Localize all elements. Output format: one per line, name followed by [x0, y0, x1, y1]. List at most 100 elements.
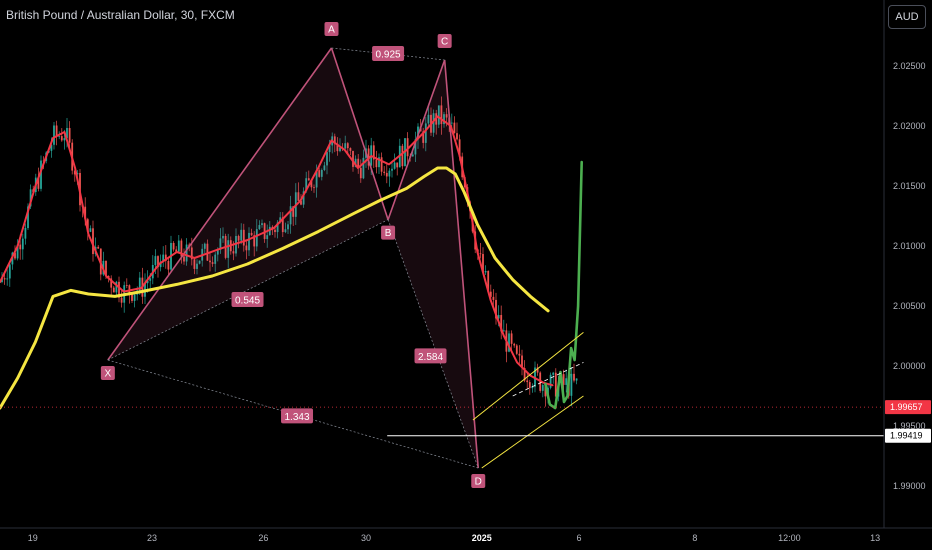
- candle: [531, 383, 534, 393]
- chart-title: British Pound / Australian Dollar, 30, F…: [6, 8, 235, 22]
- candle: [261, 219, 263, 228]
- x-tick-label: 19: [28, 533, 38, 543]
- overlay-layer: X A B C D 0.545 0.925 2.584 1.343: [0, 22, 884, 488]
- svg-text:C: C: [441, 37, 448, 48]
- pattern-leg-xa: [107, 47, 333, 361]
- candle: [289, 195, 292, 234]
- candle: [253, 231, 256, 257]
- candle: [123, 281, 126, 313]
- candle: [68, 121, 71, 149]
- candle: [120, 289, 123, 308]
- candle: [432, 109, 435, 137]
- candle: [383, 166, 386, 176]
- candle: [302, 187, 305, 208]
- pattern-ratio-line-bd: [387, 219, 479, 469]
- candle: [24, 223, 27, 245]
- svg-text:1.99657: 1.99657: [890, 402, 923, 412]
- candle: [144, 273, 146, 305]
- candle: [281, 212, 284, 238]
- svg-text:B: B: [385, 228, 392, 239]
- y-tick-label: 2.00500: [893, 301, 926, 311]
- x-tick-label: 13: [870, 533, 880, 543]
- channel-lower-line: [481, 395, 584, 469]
- candle: [313, 184, 315, 193]
- candle: [372, 141, 375, 169]
- candle: [549, 372, 552, 390]
- candle: [380, 152, 383, 176]
- candle: [8, 261, 11, 287]
- candle: [456, 122, 458, 141]
- candle: [151, 255, 154, 285]
- ratio-label: 2.584: [414, 348, 447, 364]
- candle: [320, 168, 323, 181]
- candle: [489, 284, 492, 299]
- candle: [554, 368, 557, 398]
- candle: [307, 170, 310, 181]
- candle: [203, 242, 206, 254]
- candle: [214, 252, 217, 272]
- candle: [131, 293, 133, 303]
- candle: [378, 153, 380, 174]
- candle: [427, 105, 430, 126]
- y-tick-label: 1.99500: [893, 421, 926, 431]
- svg-text:0.545: 0.545: [235, 296, 260, 307]
- candle: [284, 222, 287, 234]
- candle: [185, 238, 188, 266]
- channel-mid-line: [512, 362, 584, 397]
- candle: [479, 243, 482, 259]
- candle: [521, 349, 523, 376]
- candle: [89, 225, 92, 233]
- candle: [518, 345, 521, 365]
- pattern-point-b: B: [381, 225, 396, 240]
- svg-text:X: X: [105, 369, 112, 380]
- candle: [21, 233, 24, 260]
- candle: [406, 132, 409, 163]
- candle: [97, 245, 100, 249]
- pattern-ratio-line-xb: [107, 219, 389, 361]
- candle: [336, 137, 339, 156]
- candle: [453, 116, 456, 134]
- candle: [193, 257, 196, 275]
- candle: [570, 366, 573, 407]
- candle: [167, 256, 170, 275]
- candle: [258, 220, 261, 231]
- candle: [391, 160, 393, 178]
- x-tick-label: 2025: [472, 533, 492, 543]
- candle: [112, 285, 115, 293]
- candle: [170, 235, 172, 272]
- price-tag: 1.99419: [885, 428, 931, 443]
- candle: [115, 280, 118, 297]
- candle: [573, 363, 575, 383]
- pattern-leg-ab: [330, 47, 389, 220]
- candle: [323, 161, 326, 172]
- currency-button[interactable]: AUD: [888, 5, 926, 29]
- time-axis: 19 23 26 30 2025 6 8 12:00 13: [0, 527, 932, 550]
- candle: [297, 182, 300, 202]
- candle: [339, 138, 341, 153]
- candle: [175, 246, 178, 252]
- candle: [245, 241, 248, 260]
- price-axis: 2.02500 2.02000 2.01500 2.01000 2.00500 2.000…: [883, 0, 932, 550]
- candle: [414, 131, 417, 162]
- candle: [484, 265, 487, 276]
- candle: [268, 221, 271, 236]
- candle: [528, 379, 531, 395]
- candle: [177, 234, 180, 253]
- svg-text:1.343: 1.343: [285, 412, 310, 423]
- pattern-point-d: D: [471, 474, 486, 488]
- candle: [237, 234, 240, 249]
- y-tick-label: 2.01000: [893, 241, 926, 251]
- candle: [125, 278, 128, 289]
- candle: [385, 162, 388, 184]
- candle: [388, 168, 391, 187]
- price-tag: 1.99657: [885, 400, 931, 415]
- x-tick-label: 6: [577, 533, 582, 543]
- ratio-label: 0.545: [231, 292, 264, 307]
- pattern-point-x: X: [100, 366, 115, 380]
- candle: [515, 344, 518, 356]
- svg-text:2.584: 2.584: [418, 352, 443, 363]
- candle: [110, 275, 113, 297]
- candle: [396, 162, 399, 176]
- x-tick-label: 23: [147, 533, 157, 543]
